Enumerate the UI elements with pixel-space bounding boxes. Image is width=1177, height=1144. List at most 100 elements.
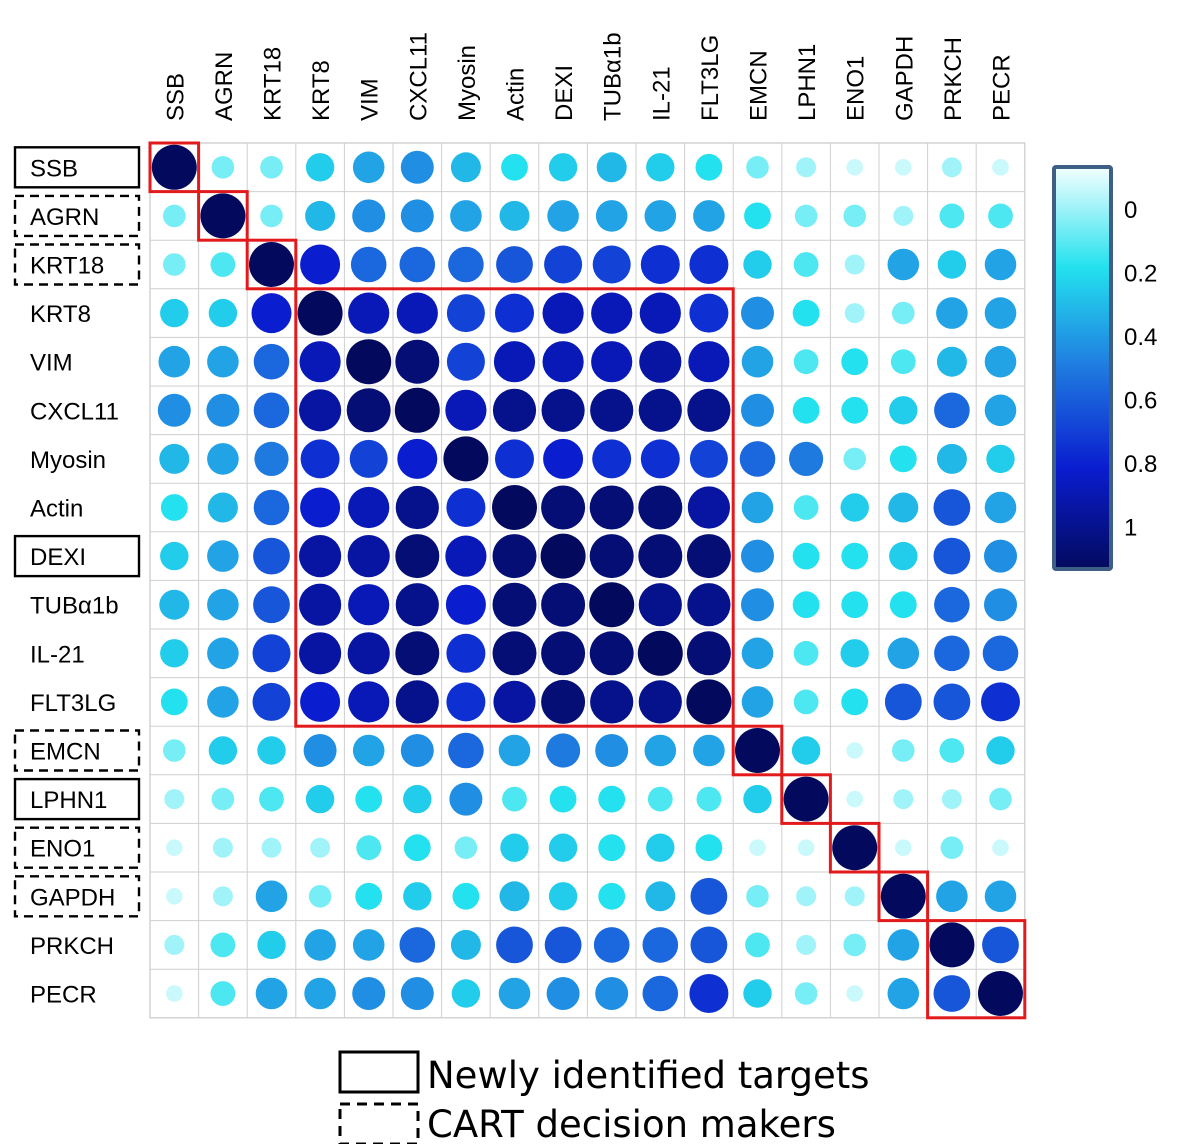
correlation-circle (305, 200, 336, 231)
correlation-circle (445, 584, 486, 625)
correlation-circle (253, 586, 290, 624)
correlation-circle (446, 294, 485, 333)
correlation-circle (543, 438, 584, 479)
correlation-circle (741, 296, 774, 330)
correlation-circle (741, 637, 774, 670)
correlation-circle (933, 537, 971, 575)
row-labels: SSB AGRN KRT18 KRT8 VIM CXCL11 Myosin Actin DEXI… (13, 146, 141, 1009)
row-label-solid-box (13, 777, 141, 821)
correlation-circle (546, 733, 581, 768)
correlation-circle (743, 250, 772, 279)
correlation-circle (933, 975, 971, 1012)
correlation-circle (446, 342, 485, 381)
correlation-circle (895, 839, 912, 856)
column-labels: SSB AGRN KRT18 KRT8 VIM CXCL11 Myosin Actin DEXI… (162, 32, 1015, 121)
correlation-circle (540, 533, 586, 579)
correlation-circle (500, 833, 529, 862)
correlation-circle (984, 394, 1017, 427)
correlation-circle (350, 246, 387, 283)
row-label: IL-21 (30, 641, 85, 668)
correlation-circle (450, 929, 481, 960)
correlation-circle (743, 784, 772, 814)
correlation-circle (492, 485, 537, 530)
correlation-circle (941, 157, 962, 178)
correlation-circle (846, 790, 863, 808)
correlation-circle (598, 785, 626, 813)
correlation-circle (160, 541, 189, 571)
correlation-circle (260, 204, 283, 228)
correlation-circle (210, 981, 236, 1006)
correlation-circle (598, 882, 626, 910)
correlation-circle (892, 739, 915, 762)
correlation-circle (210, 932, 236, 958)
correlation-circle (689, 974, 729, 1013)
correlation-circle (638, 388, 682, 432)
correlation-circle (592, 439, 632, 479)
correlation-circle (400, 150, 434, 184)
cluster-highlight-boxes (148, 141, 1027, 1020)
correlation-circle (644, 200, 677, 232)
correlation-circle (450, 152, 481, 183)
correlation-circle (988, 203, 1013, 229)
correlation-circle (639, 292, 681, 334)
correlation-circle (978, 971, 1023, 1016)
row-label: AGRN (30, 204, 99, 231)
correlation-circle (303, 734, 337, 767)
correlation-circle (843, 447, 866, 471)
column-label: LPHN1 (794, 44, 821, 121)
correlation-circle (686, 631, 731, 676)
correlation-circle (590, 680, 634, 724)
correlation-circle (300, 681, 341, 722)
correlation-circle (492, 388, 537, 432)
correlation-circle (498, 977, 531, 1010)
correlation-circle (984, 345, 1017, 378)
correlation-circle (749, 839, 766, 856)
correlation-circle (394, 387, 440, 433)
correlation-circle (793, 640, 819, 666)
correlation-circle (255, 880, 288, 913)
correlation-circle (984, 248, 1017, 281)
column-label: PRKCH (940, 37, 967, 121)
correlation-circle (207, 443, 239, 475)
correlation-circle (160, 494, 188, 521)
correlation-circle (792, 299, 820, 327)
correlation-circle (797, 839, 815, 856)
correlation-circle (299, 341, 341, 383)
correlation-circle (895, 159, 912, 176)
column-label: KRT18 (260, 47, 287, 121)
correlation-circle (151, 144, 197, 190)
colorbar-tick-label: 1 (1124, 515, 1137, 542)
correlation-circle (645, 881, 676, 912)
column-label: SSB (162, 73, 189, 121)
correlation-circle (743, 979, 772, 1008)
correlation-circle (541, 485, 586, 530)
correlation-circle (595, 734, 629, 767)
correlation-circle (445, 535, 487, 577)
correlation-circle (305, 153, 335, 182)
correlation-circle (348, 681, 390, 723)
correlation-circle (544, 926, 582, 964)
correlation-circle (257, 736, 286, 765)
correlation-circle (889, 396, 918, 425)
correlation-circle (400, 734, 434, 767)
correlation-circle (889, 445, 917, 473)
correlation-circle (454, 836, 478, 859)
correlation-circle (984, 880, 1017, 913)
row-label: EMCN (30, 739, 101, 766)
correlation-circle (399, 927, 436, 963)
correlation-circle (207, 492, 238, 523)
correlation-circle (253, 343, 290, 380)
correlation-circle (310, 837, 331, 858)
cluster-highlight-box (197, 190, 249, 242)
correlation-circle (880, 873, 926, 919)
correlation-circle (841, 542, 869, 570)
correlation-circle (395, 631, 440, 676)
correlation-circle (893, 205, 914, 226)
correlation-circle (595, 977, 629, 1010)
column-label: PECR (989, 54, 1016, 121)
correlation-circle (598, 834, 626, 862)
cluster-highlight-box (780, 773, 832, 825)
correlation-circle (163, 739, 186, 762)
correlation-circle (159, 443, 190, 474)
correlation-circle (689, 439, 728, 478)
